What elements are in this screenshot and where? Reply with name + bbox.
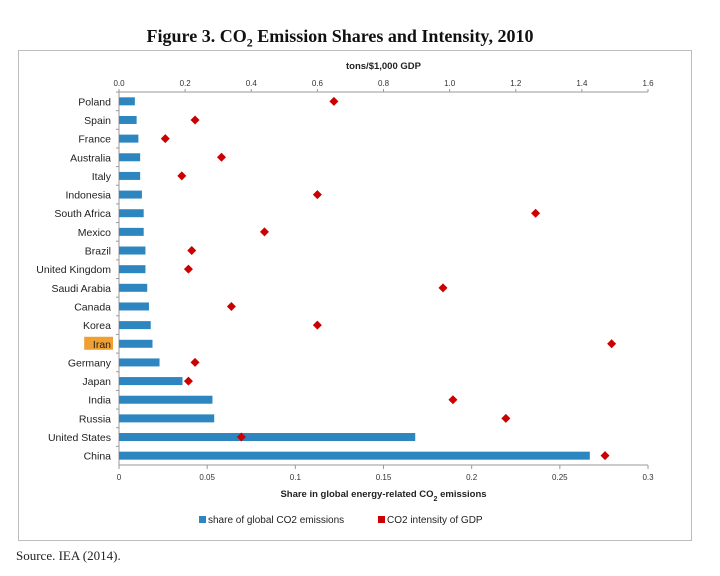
intensity-marker bbox=[312, 190, 322, 200]
top-axis-tick-label: 1.0 bbox=[444, 79, 456, 88]
title-subscript: 2 bbox=[246, 35, 253, 50]
intensity-marker bbox=[438, 283, 448, 293]
source-note: Source. IEA (2014). bbox=[16, 548, 121, 563]
intensity-marker bbox=[226, 301, 236, 311]
legend-label-marker: CO2 intensity of GDP bbox=[387, 515, 483, 526]
top-axis-tick-label: 0.0 bbox=[113, 79, 125, 88]
intensity-marker bbox=[329, 96, 339, 106]
category-label: South Africa bbox=[54, 208, 111, 220]
bar bbox=[119, 302, 149, 311]
bottom-axis-title: Share in global energy-related CO2 emiss… bbox=[280, 489, 486, 503]
top-axis-tick-label: 0.8 bbox=[378, 79, 390, 88]
bar bbox=[119, 171, 141, 180]
intensity-marker bbox=[259, 227, 269, 237]
chart-frame: 0.0 0.2 0.4 0.6 0.8 1.0 1.2 1.4 1.6 tons/$1,000 G… bbox=[18, 50, 692, 541]
bar bbox=[119, 433, 416, 442]
bar bbox=[119, 339, 153, 348]
bar bbox=[119, 115, 137, 124]
bar bbox=[119, 265, 146, 274]
legend-swatch-bar bbox=[199, 516, 206, 523]
category-label: Japan bbox=[82, 376, 111, 388]
intensity-marker bbox=[160, 134, 170, 144]
category-label: United States bbox=[48, 432, 111, 444]
top-axis-tick-label: 0.6 bbox=[312, 79, 324, 88]
category-label: Brazil bbox=[85, 246, 111, 258]
bar bbox=[119, 321, 151, 330]
bar bbox=[119, 153, 141, 162]
bottom-axis-tick-label: 0.1 bbox=[290, 473, 302, 482]
intensity-marker bbox=[190, 357, 200, 367]
category-label: Russia bbox=[79, 413, 111, 425]
category-label: China bbox=[84, 451, 112, 463]
bar bbox=[119, 414, 215, 423]
bar bbox=[119, 134, 139, 143]
bottom-axis-tick-label: 0.15 bbox=[376, 473, 392, 482]
intensity-marker bbox=[177, 171, 187, 181]
intensity-marker bbox=[312, 320, 322, 330]
legend: share of global CO2 emissions CO2 intensi… bbox=[199, 515, 483, 526]
category-label: Italy bbox=[92, 171, 112, 183]
category-label: Mexico bbox=[78, 227, 111, 239]
category-label: Korea bbox=[83, 320, 111, 332]
bar bbox=[119, 358, 160, 367]
bottom-axis-tick-label: 0.3 bbox=[642, 473, 654, 482]
intensity-marker bbox=[183, 264, 193, 274]
intensity-marker bbox=[607, 339, 617, 349]
bottom-axis-tick-label: 0.25 bbox=[552, 473, 568, 482]
category-label: Germany bbox=[68, 357, 112, 369]
top-axis-tick-label: 0.4 bbox=[246, 79, 258, 88]
bar bbox=[119, 395, 213, 404]
category-label: India bbox=[88, 395, 111, 407]
bar bbox=[119, 377, 183, 386]
bottom-axis-tick-label: 0.05 bbox=[199, 473, 215, 482]
intensity-marker bbox=[190, 115, 200, 125]
top-axis-tick-label: 1.6 bbox=[642, 79, 654, 88]
bar bbox=[119, 227, 144, 236]
plot-area bbox=[118, 91, 648, 466]
bottom-axis-tick-label: 0.2 bbox=[466, 473, 478, 482]
category-axis: Poland Spain France Australia Italy Indonesia… bbox=[36, 91, 119, 463]
intensity-marker bbox=[448, 395, 458, 405]
legend-label-bar: share of global CO2 emissions bbox=[208, 515, 344, 526]
title-text-rest: Emission Shares and Intensity, 2010 bbox=[252, 26, 534, 46]
category-label: Australia bbox=[70, 152, 111, 164]
bar bbox=[119, 283, 148, 292]
top-axis-title: tons/$1,000 GDP bbox=[346, 61, 422, 72]
top-axis-tick-label: 0.2 bbox=[180, 79, 192, 88]
legend-swatch-marker bbox=[378, 516, 385, 523]
category-label: Iran bbox=[93, 339, 111, 351]
top-axis-tick-label: 1.4 bbox=[576, 79, 588, 88]
title-text: Figure 3. CO bbox=[146, 26, 247, 46]
intensity-marker bbox=[531, 208, 541, 218]
bar bbox=[119, 190, 142, 199]
intensity-marker bbox=[187, 246, 197, 256]
bar bbox=[119, 451, 590, 460]
category-highlight bbox=[84, 336, 113, 350]
bottom-axis: 0 0.05 0.1 0.15 0.2 0.25 0.3 Share in global en… bbox=[117, 465, 654, 503]
intensity-marker bbox=[183, 376, 193, 386]
bar bbox=[119, 246, 146, 255]
marker-series bbox=[160, 96, 617, 461]
intensity-marker bbox=[501, 413, 511, 423]
category-label: Saudi Arabia bbox=[51, 283, 111, 295]
bar bbox=[119, 97, 135, 106]
category-label: United Kingdom bbox=[36, 264, 111, 276]
category-label: Canada bbox=[74, 301, 111, 313]
intensity-marker bbox=[236, 432, 246, 442]
chart-canvas: 0.0 0.2 0.4 0.6 0.8 1.0 1.2 1.4 1.6 tons/$1,000 G… bbox=[36, 61, 654, 526]
intensity-marker bbox=[216, 152, 226, 162]
top-axis: 0.0 0.2 0.4 0.6 0.8 1.0 1.2 1.4 1.6 tons/$1,000 G… bbox=[113, 61, 654, 92]
category-label: France bbox=[78, 134, 111, 146]
intensity-marker bbox=[600, 451, 610, 461]
top-axis-tick-label: 1.2 bbox=[510, 79, 522, 88]
bar bbox=[119, 209, 144, 218]
category-label: Spain bbox=[84, 115, 111, 127]
category-label: Poland bbox=[78, 96, 111, 108]
bottom-axis-tick-label: 0 bbox=[117, 473, 122, 482]
chart-title: Figure 3. CO2 Emission Shares and Intens… bbox=[0, 26, 680, 51]
bar-series bbox=[119, 97, 590, 460]
category-label: Indonesia bbox=[65, 190, 111, 202]
